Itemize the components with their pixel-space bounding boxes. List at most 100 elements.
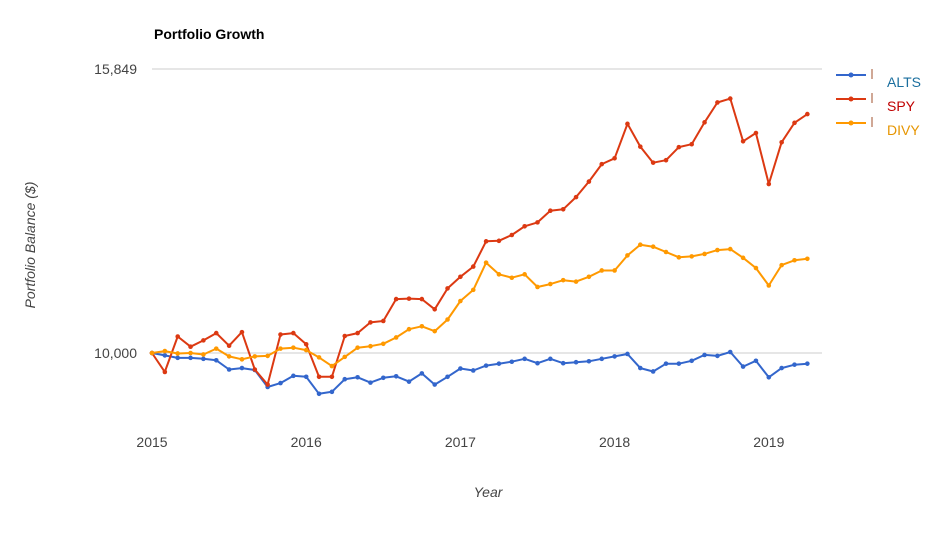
x-axis-ticks: 2015 2016 2017 2018 2019 [136,434,784,450]
y-tick-label: 15,849 [94,61,137,77]
spy-point [162,369,168,375]
spy-point [291,330,296,336]
x-axis-label: Year [474,484,504,500]
x-tick-label: 2019 [753,434,784,450]
spy-point [702,120,707,125]
divy-point [265,353,270,359]
alts-point [355,374,360,380]
spy-point [368,320,373,325]
alts-point [342,376,348,382]
divy-point [470,287,476,293]
divy-point [586,274,592,280]
legend-label: SPY [887,98,916,114]
spy-point [792,120,797,126]
divy-point [792,257,797,263]
alts-point [599,356,605,362]
spy-point [548,208,553,214]
divy-point [663,249,669,255]
spy-point [650,160,656,165]
alts-point [792,362,797,367]
divy-point [175,351,180,356]
spy-point [766,181,772,187]
divy-point [329,363,335,369]
y-tick-label: 10,000 [94,345,137,361]
spy-point [406,296,412,301]
alts-point [535,360,540,366]
divy-point [522,272,527,277]
chart-title: Portfolio Growth [154,26,264,42]
spy-point [612,155,617,161]
divy-point [278,346,283,351]
legend-item-alts: ALTS [836,69,921,90]
legend-item-divy: DIVY [836,117,920,138]
divy-point [419,323,425,329]
alts-point [239,365,245,371]
divy-point [188,350,193,356]
legend-swatch-dot [848,96,854,102]
spy-point [355,330,360,336]
alts-point [663,361,669,366]
spy-point [805,111,810,117]
alts-point [496,361,502,366]
divy-point [355,345,360,350]
spy-point [342,333,348,339]
legend: ALTS SPY DIVY [836,69,921,138]
divy-point [702,251,707,257]
divy-point [727,246,733,252]
spy-line [151,97,808,386]
alts-point [573,359,579,365]
divy-point [753,265,759,271]
y-axis-label: Portfolio Balance ($) [22,182,38,309]
divy-point [715,247,720,253]
alts-point [316,391,322,397]
alts-point [175,355,180,361]
divy-point [393,335,399,340]
spy-point [753,130,759,136]
alts-point [406,379,412,384]
divy-point [445,317,450,322]
divy-point [560,277,566,283]
legend-item-spy: SPY [836,93,916,114]
alts-point [329,389,335,395]
divy-point [213,346,219,351]
alts-point [689,358,694,364]
spy-point [676,144,682,150]
spy-point [188,344,193,349]
x-tick-label: 2018 [599,434,630,450]
spy-point [522,223,527,229]
divy-point [766,283,772,288]
divy-point [406,326,412,332]
alts-point [226,367,232,372]
spy-point [483,239,489,244]
alts-point [766,374,772,380]
alts-point [432,382,438,387]
spy-point [239,329,245,335]
alts-point [470,368,476,373]
alts-point [650,369,656,374]
legend-swatch-dot [848,120,854,126]
legend-label: ALTS [887,74,921,90]
alts-point [381,375,386,381]
divy-point [599,268,605,273]
spy-point [573,194,579,200]
divy-point [458,298,463,304]
divy-point [432,328,438,334]
spy-point [470,264,476,269]
alts-point [419,371,425,376]
divy-point [226,354,232,359]
divy-point [201,352,206,357]
divy-point [740,255,746,261]
spy-point [303,341,309,347]
alts-point [753,358,759,364]
spy-point [599,161,605,167]
alts-point [779,365,784,371]
series-layer [149,96,810,397]
spy-point [535,220,540,225]
alts-point [702,352,707,358]
x-tick-label: 2017 [445,434,476,450]
divy-point [573,279,579,284]
divy-point [779,262,784,268]
alts-point [586,358,592,364]
spy-point [213,330,219,336]
